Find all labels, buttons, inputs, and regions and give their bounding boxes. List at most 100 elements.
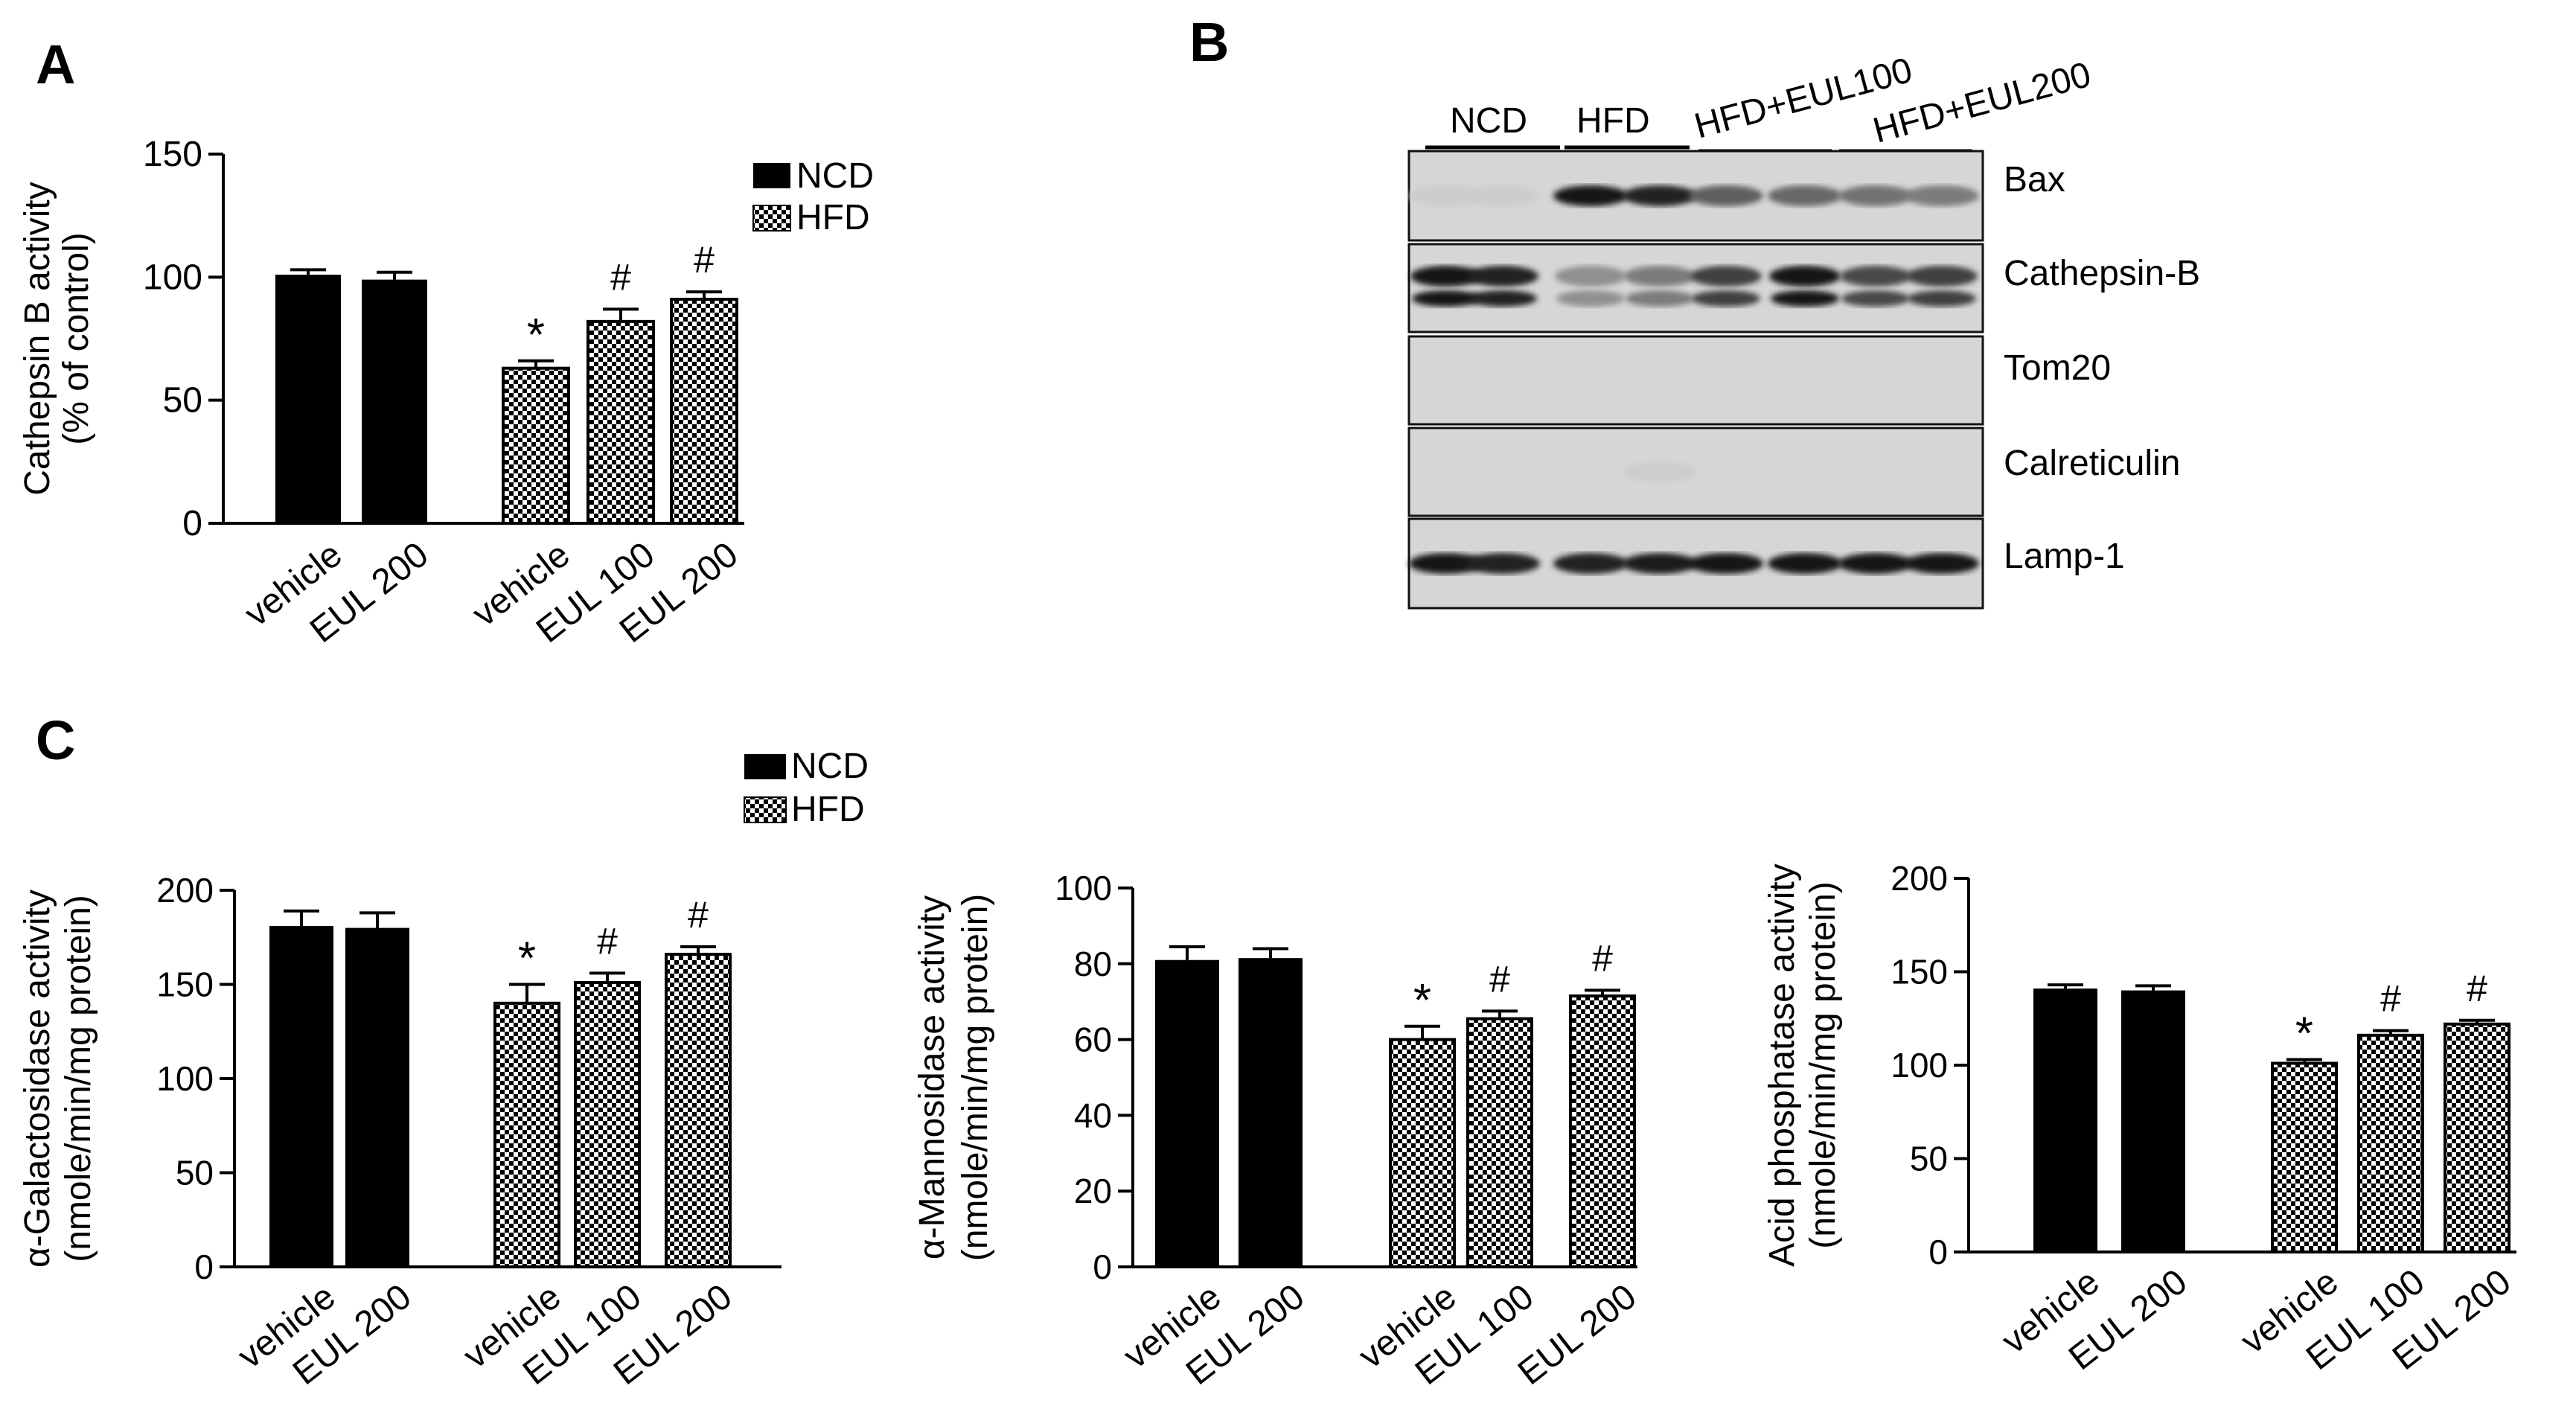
chart-acid-phosphatase: 0 50 100 150 200 Acid phosphatase activity (nm… (1762, 859, 2518, 1378)
y-axis-label: α-Galactosidase activity (18, 889, 57, 1268)
blot-band (1412, 290, 1480, 307)
blot-band (1623, 461, 1697, 482)
y-tick-label: 0 (194, 1248, 214, 1286)
blot-band (1769, 266, 1841, 287)
blot-band (1905, 553, 1979, 574)
y-tick-label: 150 (1891, 953, 1948, 991)
y-tick-label: 20 (1074, 1172, 1112, 1210)
blot-band (1905, 185, 1979, 206)
y-axis-sublabel: (nmole/min/mg protein) (59, 895, 98, 1262)
y-tick-label: 0 (182, 504, 202, 543)
bar-hfd (1389, 1038, 1456, 1268)
blot-band (1468, 290, 1537, 307)
blot-band (1838, 553, 1913, 574)
bar-hfd (574, 980, 641, 1268)
blot-band (1771, 290, 1839, 307)
bar-ncd (275, 275, 341, 523)
y-tick-label: 200 (1891, 859, 1948, 898)
chart-alpha-galactosidase: 0 50 100 150 200 α-Galactosidase activity (nmo… (18, 871, 782, 1393)
y-axis-label: Cathepsin B activity (18, 182, 57, 496)
legend-a-hfd-swatch (752, 205, 791, 231)
y-tick-label: 100 (156, 1059, 214, 1098)
blot-band (1553, 553, 1628, 574)
panel-b-letter: B (1189, 11, 1229, 73)
blot-row-label: Lamp-1 (2004, 537, 2125, 576)
blot-band (1624, 266, 1696, 287)
bar-hfd (493, 1001, 560, 1269)
panel-a-letter: A (36, 33, 75, 95)
y-tick-label: 50 (176, 1154, 214, 1192)
blot-band (1553, 185, 1628, 206)
legend-c-hfd-swatch (744, 796, 787, 823)
blot-band (1690, 266, 1762, 287)
bar-hfd (665, 953, 732, 1269)
significance-star: * (1413, 975, 1431, 1026)
bar-hfd (2444, 1022, 2511, 1254)
y-tick-label: 200 (156, 871, 214, 910)
blot-strip (1407, 243, 1984, 333)
blot-band (1908, 290, 1976, 307)
y-tick-label: 100 (1055, 869, 1112, 907)
blot-row-label: Bax (2004, 160, 2065, 199)
legend-a-ncd-swatch (753, 163, 790, 188)
legend-c-hfd-label: HFD (791, 790, 865, 829)
blot-band (1467, 266, 1538, 287)
bar-ncd (2033, 988, 2097, 1252)
chart-cathepsin-b: 0 50 100 150 Cathepsin B activity (% of contr… (18, 135, 745, 651)
significance-hash: # (1489, 958, 1510, 1000)
western-blot: NCD HFD HFD+EUL100HFD+EUL200BaxCathepsin-B… (1407, 51, 2200, 610)
significance-star: * (527, 310, 545, 361)
blot-group-label: NCD (1450, 101, 1527, 141)
blot-band (1689, 553, 1763, 574)
significance-hash: # (688, 894, 709, 936)
y-tick-label: 150 (156, 965, 214, 1004)
chart-alpha-mannosidase: 0 20 40 60 80 100 α-Mannosidase activity (nmole… (913, 869, 1643, 1393)
y-tick-label: 50 (163, 381, 202, 421)
blot-band (1768, 185, 1842, 206)
bar-hfd (1569, 994, 1636, 1268)
x-category-label: EUL 200 (1511, 1277, 1643, 1393)
blot-band (1556, 290, 1625, 307)
blot-band (1409, 553, 1483, 574)
y-axis-sublabel: (nmole/min/mg protein) (1803, 881, 1843, 1249)
legend-a-hfd-label: HFD (796, 198, 870, 237)
bar-hfd (587, 319, 655, 525)
bar-ncd (1239, 958, 1303, 1267)
y-axis-label: Acid phosphatase activity (1762, 863, 1802, 1267)
legend-c-ncd-label: NCD (791, 747, 869, 786)
legend-a-ncd-label: NCD (796, 156, 874, 196)
y-axis-label: α-Mannosidase activity (913, 895, 952, 1259)
bar-hfd (2271, 1061, 2338, 1253)
bar-hfd (670, 298, 738, 525)
significance-hash: # (694, 239, 715, 281)
blot-band (1409, 185, 1483, 206)
y-tick-label: 100 (1891, 1046, 1948, 1085)
y-tick-label: 100 (143, 258, 202, 297)
bar-ncd (269, 926, 333, 1267)
blot-band (1466, 185, 1540, 206)
blot-band (1840, 266, 1911, 287)
blot-row-label: Tom20 (2004, 348, 2111, 388)
blot-band (1692, 290, 1760, 307)
blot-strip (1407, 335, 1984, 426)
blot-band (1841, 290, 1910, 307)
y-tick-label: 150 (143, 135, 202, 174)
significance-hash: # (2467, 968, 2487, 1009)
significance-hash: # (610, 256, 631, 298)
blot-row-label: Calreticulin (2004, 444, 2180, 483)
y-tick-label: 50 (1910, 1140, 1948, 1178)
y-axis-sublabel: (nmole/min/mg protein) (956, 894, 995, 1262)
y-tick-label: 0 (1928, 1233, 1948, 1271)
blot-row-label: Cathepsin-B (2004, 254, 2200, 293)
significance-hash: # (1592, 937, 1613, 979)
panel-c-letter: C (36, 709, 75, 771)
blot-band (1623, 185, 1697, 206)
blot-band (1906, 266, 1978, 287)
significance-hash: # (597, 920, 618, 962)
blot-band (1689, 185, 1763, 206)
significance-star: * (518, 933, 536, 985)
blot-band (1555, 266, 1626, 287)
blot-band (1768, 553, 1842, 574)
bar-hfd (1466, 1017, 1533, 1268)
